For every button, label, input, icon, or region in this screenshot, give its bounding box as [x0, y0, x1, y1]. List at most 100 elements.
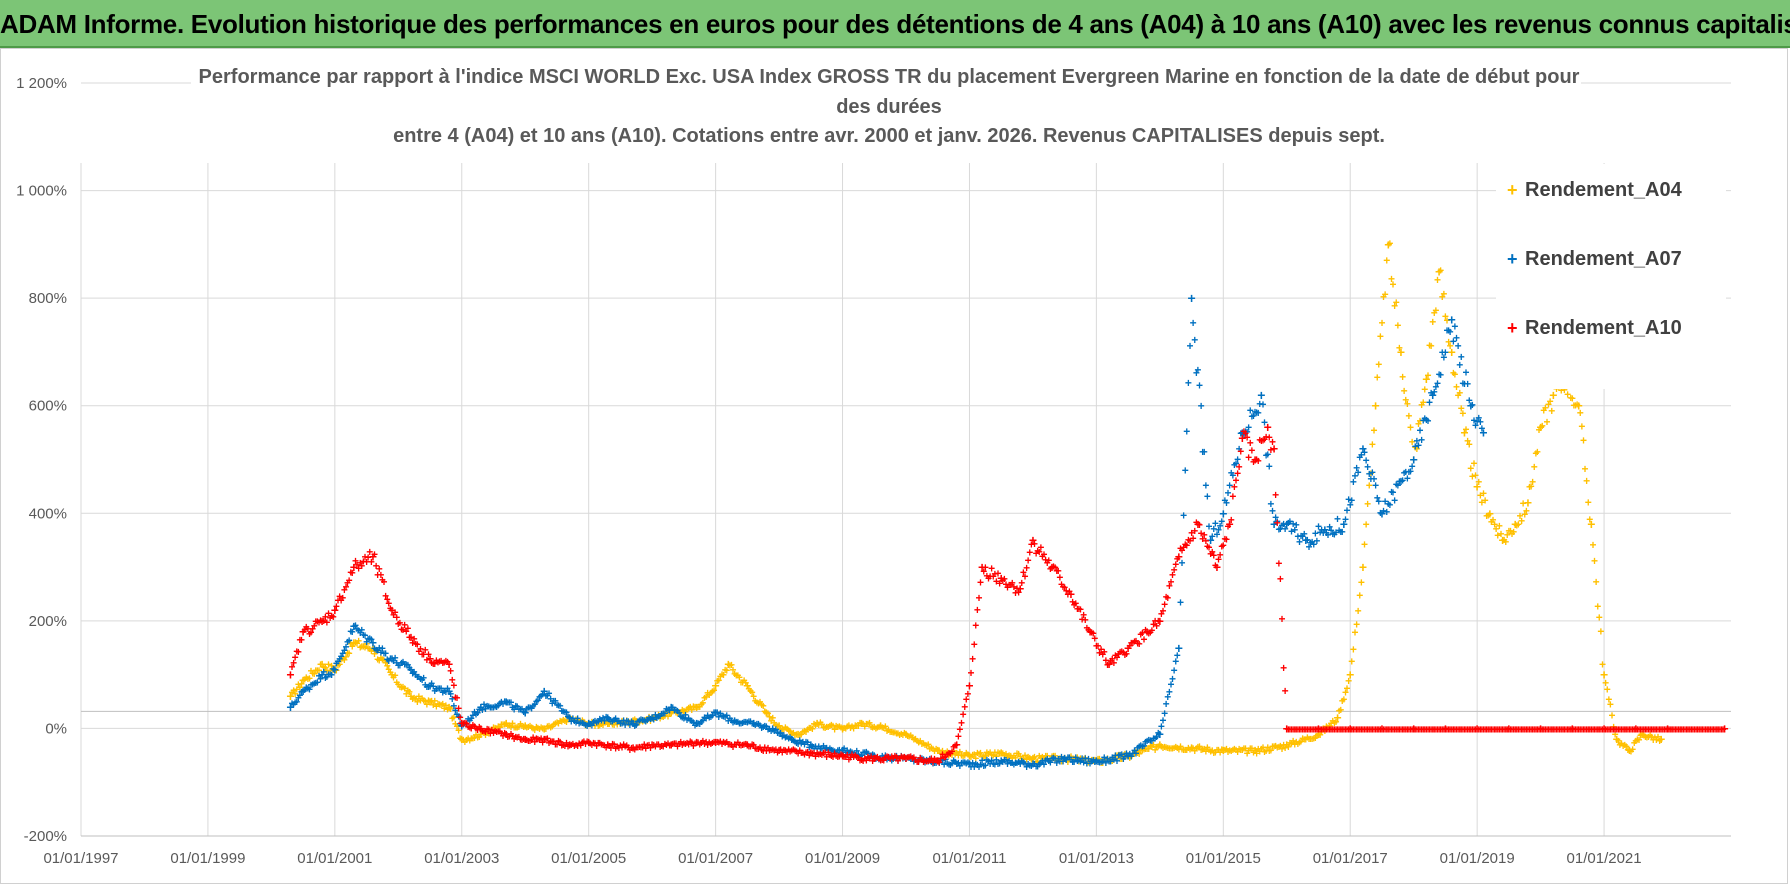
data-point: +: [439, 685, 446, 699]
data-point: +: [1258, 742, 1265, 756]
data-point: +: [1334, 722, 1341, 736]
data-point: +: [991, 757, 998, 771]
data-point: +: [692, 715, 700, 731]
data-point: +: [619, 741, 626, 755]
data-point: +: [1477, 415, 1484, 429]
data-point: +: [577, 738, 584, 752]
data-point: +: [891, 725, 898, 739]
data-point: +: [592, 719, 599, 733]
data-point: +: [788, 731, 796, 747]
data-point: +: [409, 636, 416, 650]
data-point: +: [1075, 753, 1082, 767]
data-point: +: [452, 717, 459, 731]
data-point: +: [341, 644, 348, 658]
data-point: +: [482, 725, 489, 739]
data-point: +: [801, 748, 808, 762]
data-point: +: [915, 755, 922, 769]
data-point: +: [519, 733, 526, 747]
data-point: +: [1150, 732, 1157, 746]
data-point: +: [812, 718, 819, 732]
data-point: +: [1494, 529, 1501, 543]
data-point: +: [1264, 419, 1272, 435]
data-point: +: [1074, 754, 1081, 768]
data-point: +: [1674, 722, 1681, 736]
data-point: +: [1026, 545, 1033, 559]
data-point: +: [500, 697, 507, 711]
legend-marker-a04: +: [1507, 180, 1518, 200]
data-point: +: [910, 733, 917, 747]
x-tick-label: 01/01/2005: [551, 850, 626, 867]
data-point: +: [944, 748, 951, 762]
data-point: +: [698, 697, 705, 711]
data-point: +: [1312, 722, 1319, 736]
data-point: +: [1137, 739, 1144, 753]
data-point: +: [318, 613, 326, 629]
data-point: +: [838, 742, 846, 758]
data-point: +: [1071, 752, 1078, 766]
data-point: +: [844, 744, 851, 758]
data-point: +: [363, 637, 370, 651]
data-point: +: [1421, 412, 1428, 426]
data-point: +: [733, 669, 740, 683]
data-point: +: [906, 750, 913, 764]
data-point: +: [837, 746, 844, 760]
data-point: +: [1359, 559, 1367, 575]
data-point: +: [906, 751, 913, 765]
data-point: +: [1397, 344, 1405, 360]
data-point: +: [953, 757, 960, 771]
y-tick-label: 600%: [29, 398, 67, 415]
data-point: +: [1286, 514, 1293, 528]
data-point: +: [1548, 722, 1555, 736]
data-point: +: [350, 634, 358, 650]
data-point: +: [540, 720, 548, 736]
data-point: +: [1426, 339, 1433, 353]
data-point: +: [1488, 722, 1495, 736]
data-point: +: [1237, 743, 1244, 757]
data-point: +: [1253, 452, 1260, 466]
data-point: +: [1621, 738, 1628, 752]
data-point: +: [1061, 750, 1069, 766]
data-point: +: [1282, 741, 1289, 755]
data-point: +: [355, 623, 362, 637]
data-point: +: [1578, 419, 1585, 433]
data-point: +: [834, 744, 841, 758]
data-point: +: [1187, 739, 1195, 755]
data-point: +: [1444, 323, 1451, 337]
data-point: +: [568, 714, 575, 728]
data-point: +: [925, 754, 932, 768]
data-point: +: [441, 701, 448, 715]
data-point: +: [893, 727, 900, 741]
data-point: +: [1567, 391, 1574, 405]
data-point: +: [466, 714, 473, 728]
data-point: +: [633, 740, 640, 754]
data-point: +: [806, 721, 813, 735]
data-point: +: [971, 748, 978, 762]
data-point: +: [396, 616, 403, 630]
data-point: +: [403, 624, 410, 638]
data-point: +: [1188, 526, 1195, 540]
data-point: +: [1451, 722, 1458, 736]
data-point: +: [1047, 754, 1054, 768]
data-point: +: [401, 657, 408, 671]
data-point: +: [1367, 472, 1374, 486]
data-point: +: [985, 755, 992, 769]
data-point: +: [953, 737, 961, 753]
data-point: +: [902, 750, 910, 766]
data-point: +: [376, 562, 383, 576]
data-point: +: [1041, 547, 1048, 561]
data-point: +: [1255, 406, 1262, 420]
data-point: +: [837, 748, 844, 762]
data-point: +: [620, 715, 627, 729]
data-point: +: [1602, 722, 1609, 736]
data-point: +: [787, 730, 794, 744]
data-point: +: [614, 714, 621, 728]
data-point: +: [1580, 722, 1587, 736]
data-point: +: [874, 750, 881, 764]
data-point: +: [923, 753, 930, 767]
data-point: +: [1107, 755, 1114, 769]
data-point: +: [714, 735, 721, 749]
data-point: +: [447, 687, 454, 701]
data-point: +: [1479, 425, 1487, 441]
data-point: +: [860, 717, 867, 731]
data-point: +: [660, 707, 667, 721]
